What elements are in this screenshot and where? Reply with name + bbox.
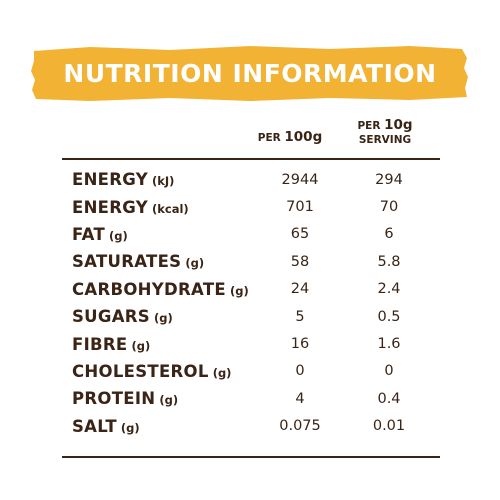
table-bottom-rule bbox=[62, 456, 440, 458]
nutrient-label: CARBOHYDRATE (g) bbox=[72, 279, 249, 299]
column-header-per-serving: PER 10g SERVING bbox=[345, 118, 425, 147]
per-serving-value: 0.4 bbox=[377, 390, 401, 407]
per-100g-value: 58 bbox=[290, 253, 310, 270]
nutrient-label: CHOLESTEROL (g) bbox=[72, 361, 232, 381]
brush-stroke-background bbox=[31, 46, 468, 101]
table-row: CARBOHYDRATE (g) 24 2.4 bbox=[62, 276, 440, 303]
per-100g-value: 0.075 bbox=[279, 418, 321, 435]
per-100g-value: 2944 bbox=[281, 171, 319, 188]
per-100g-value: 5 bbox=[295, 308, 305, 325]
nutrient-label: PROTEIN (g) bbox=[72, 389, 179, 409]
table-row: PROTEIN (g) 4 0.4 bbox=[62, 385, 440, 412]
title-banner: NUTRITION INFORMATION bbox=[30, 44, 470, 102]
per-100g-value: 4 bbox=[295, 390, 305, 407]
nutrient-label: FIBRE (g) bbox=[72, 334, 151, 354]
per-100g-value: 65 bbox=[290, 226, 310, 243]
per-100g-value: 24 bbox=[290, 281, 310, 298]
amount-label: 100g bbox=[284, 129, 323, 145]
table-row: FIBRE (g) 16 1.6 bbox=[62, 330, 440, 357]
per-100g-value: 701 bbox=[286, 199, 314, 216]
per-serving-value: 70 bbox=[379, 199, 399, 216]
nutrition-table: ENERGY (kJ) 2944 294 ENERGY (kcal) 701 70 … bbox=[62, 166, 440, 440]
table-row: CHOLESTEROL (g) 0 0 bbox=[62, 358, 440, 385]
per-serving-value: 5.8 bbox=[377, 253, 401, 270]
per-serving-value: 0.5 bbox=[377, 308, 401, 325]
nutrient-label: SALT (g) bbox=[72, 416, 140, 436]
table-row: SATURATES (g) 58 5.8 bbox=[62, 248, 440, 275]
table-row: FAT (g) 65 6 bbox=[62, 221, 440, 248]
amount-label: 10g bbox=[384, 117, 413, 133]
page-title: NUTRITION INFORMATION bbox=[63, 58, 437, 88]
per-label: PER bbox=[357, 120, 381, 132]
per-100g-value: 0 bbox=[295, 363, 305, 380]
per-serving-value: 6 bbox=[384, 226, 394, 243]
table-row: SUGARS (g) 5 0.5 bbox=[62, 303, 440, 330]
per-serving-value: 2.4 bbox=[377, 281, 401, 298]
per-serving-value: 294 bbox=[375, 171, 403, 188]
per-100g-value: 16 bbox=[290, 336, 310, 353]
table-row: ENERGY (kJ) 2944 294 bbox=[62, 166, 440, 193]
table-top-rule bbox=[62, 158, 440, 160]
nutrient-label: ENERGY (kcal) bbox=[72, 197, 189, 217]
nutrient-label: SUGARS (g) bbox=[72, 307, 173, 327]
nutrient-label: SATURATES (g) bbox=[72, 252, 205, 272]
per-label: PER bbox=[257, 132, 281, 144]
table-row: ENERGY (kcal) 701 70 bbox=[62, 193, 440, 220]
serving-label: SERVING bbox=[358, 134, 412, 146]
nutrient-label: ENERGY (kJ) bbox=[72, 170, 175, 190]
nutrient-label: FAT (g) bbox=[72, 224, 128, 244]
per-serving-value: 0.01 bbox=[372, 418, 406, 435]
per-serving-value: 1.6 bbox=[377, 336, 401, 353]
table-row: SALT (g) 0.075 0.01 bbox=[62, 413, 440, 440]
per-serving-value: 0 bbox=[384, 363, 394, 380]
column-header-per-100g: PER 100g bbox=[238, 130, 342, 145]
